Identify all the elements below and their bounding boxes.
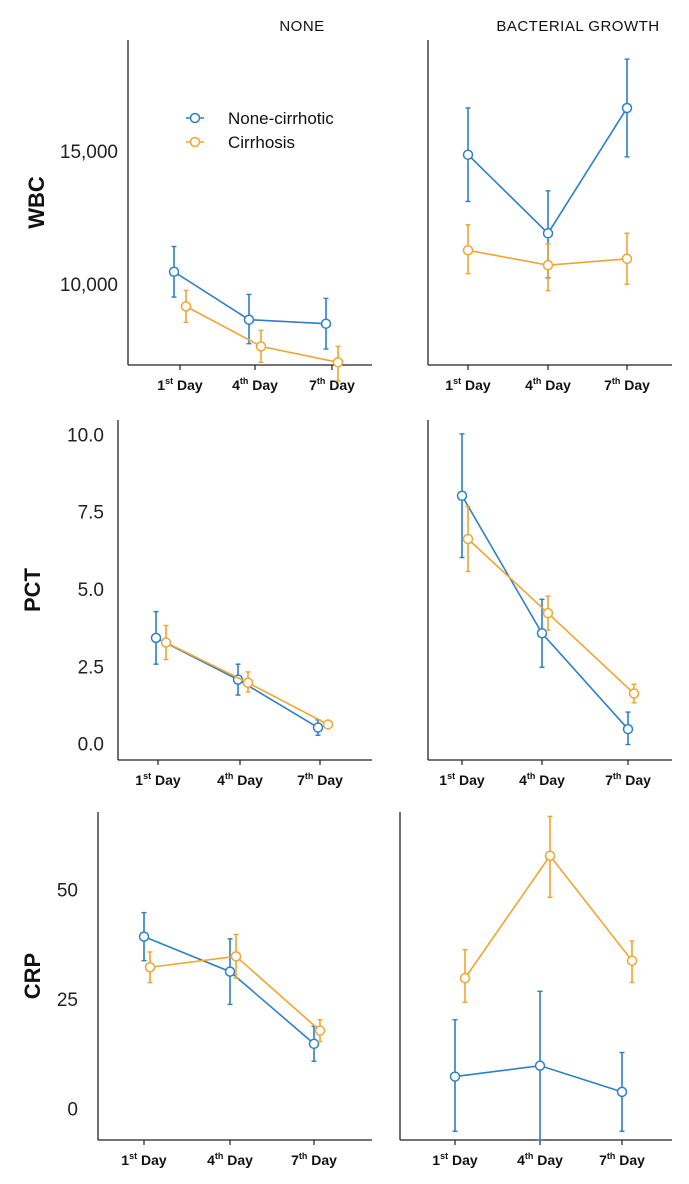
y-tick-label: 0	[67, 1099, 78, 1120]
panel-crp-bacterial-growth: 1st Day 4th Day 7th Day	[399, 812, 672, 1168]
y-tick-label: 15,000	[60, 142, 118, 163]
x-tick-label: 7th Day	[297, 771, 343, 788]
data-point-cirrhosis	[462, 245, 474, 256]
y-tick-label: 2.5	[78, 657, 104, 678]
data-point-cirrhosis	[322, 719, 334, 730]
data-point-cirrhosis	[459, 972, 471, 984]
data-point-cirrhosis	[180, 301, 192, 312]
x-tick-label: 1st Day	[432, 1151, 478, 1168]
data-point-non-cirrhotic	[150, 632, 162, 644]
data-point-non-cirrhotic	[534, 1060, 546, 1071]
data-point-non-cirrhotic	[224, 966, 236, 977]
y-tick-label: 0.0	[78, 735, 104, 756]
x-tick-label: 1st Day	[135, 771, 181, 788]
data-point-cirrhosis	[628, 688, 640, 699]
x-tick-label: 4th Day	[525, 376, 571, 393]
x-tick-label: 7th Day	[605, 771, 651, 788]
data-point-cirrhosis	[314, 1025, 326, 1036]
legend-marker-non-cirrhotic	[186, 112, 204, 124]
data-point-cirrhosis	[462, 533, 474, 545]
data-point-non-cirrhotic	[536, 628, 548, 639]
panel-wbc-bacterial-growth: 1st Day 4th Day 7th Day	[427, 40, 672, 393]
y-tick-label: 10.0	[67, 425, 104, 446]
legend-marker-cirrhosis	[186, 136, 204, 148]
x-tick-label: 4th Day	[517, 1151, 563, 1168]
data-point-non-cirrhotic	[138, 931, 150, 942]
legend-label-cirrhosis: Cirrhosis	[228, 133, 295, 152]
data-point-non-cirrhotic	[449, 1071, 461, 1082]
x-tick-label: 4th Day	[207, 1151, 253, 1168]
data-point-cirrhosis	[230, 951, 242, 962]
x-tick-label: 1st Day	[445, 376, 491, 393]
x-tick-label: 7th Day	[599, 1151, 645, 1168]
data-point-cirrhosis	[144, 962, 156, 973]
x-tick-label: 1st Day	[121, 1151, 167, 1168]
data-point-cirrhosis	[544, 850, 556, 861]
x-tick-label: 4th Day	[217, 771, 263, 788]
x-tick-label: 4th Day	[519, 771, 565, 788]
x-tick-label: 7th Day	[291, 1151, 337, 1168]
x-tick-label: 7th Day	[604, 376, 650, 393]
data-point-non-cirrhotic	[462, 149, 474, 160]
y-tick-label: 10,000	[60, 275, 118, 296]
series-line-non-cirrhotic	[143, 935, 315, 1045]
panel-wbc-none: 10,000 15,000 WBC 1st Day 4th Day 7th Day	[24, 40, 372, 393]
data-point-non-cirrhotic	[622, 723, 634, 735]
data-point-cirrhosis	[542, 607, 554, 619]
panel-pct-bacterial-growth: 1st Day 4th Day 7th Day	[427, 420, 672, 788]
data-point-non-cirrhotic	[621, 102, 633, 114]
x-tick-label: 7th Day	[309, 376, 355, 393]
data-point-non-cirrhotic	[308, 1038, 320, 1050]
series-line-cirrhosis	[149, 955, 321, 1032]
y-tick-label: 50	[57, 881, 78, 902]
data-point-cirrhosis	[160, 637, 172, 648]
data-point-non-cirrhotic	[456, 490, 468, 501]
data-point-cirrhosis	[621, 253, 633, 265]
data-point-non-cirrhotic	[542, 228, 554, 239]
data-point-cirrhosis	[542, 259, 554, 271]
data-point-non-cirrhotic	[320, 318, 332, 329]
column-title-bacterial-growth: BACTERIAL GROWTH	[496, 18, 659, 35]
legend-label-non-cirrhotic: None-cirrhotic	[228, 109, 334, 128]
data-point-non-cirrhotic	[168, 266, 180, 278]
panel-pct-none: 0.0 2.5 5.0 7.5 10.0 PCT 1st Day 4th Day 7th Day	[20, 420, 372, 788]
y-axis-label: CRP	[20, 953, 45, 999]
x-tick-label: 4th Day	[232, 376, 278, 393]
data-point-cirrhosis	[626, 955, 638, 966]
data-point-non-cirrhotic	[616, 1086, 628, 1098]
y-tick-label: 25	[57, 990, 78, 1011]
data-point-cirrhosis	[242, 677, 254, 688]
column-title-none: NONE	[279, 18, 324, 35]
data-point-non-cirrhotic	[312, 722, 324, 733]
data-point-non-cirrhotic	[243, 314, 255, 325]
series-line-cirrhosis	[185, 305, 339, 364]
y-axis-label: PCT	[20, 567, 45, 612]
y-axis-label: WBC	[24, 176, 49, 229]
panel-crp-none: 0 25 50 CRP 1st Day 4th Day 7th Day	[20, 812, 372, 1168]
x-tick-label: 1st Day	[157, 376, 203, 393]
legend: None-cirrhotic Cirrhosis	[186, 109, 334, 152]
data-point-cirrhosis	[255, 341, 267, 352]
data-point-cirrhosis	[332, 357, 344, 368]
y-tick-label: 7.5	[78, 503, 104, 524]
series-line-cirrhosis	[464, 854, 633, 979]
x-tick-label: 1st Day	[439, 771, 485, 788]
y-tick-label: 5.0	[78, 580, 104, 601]
